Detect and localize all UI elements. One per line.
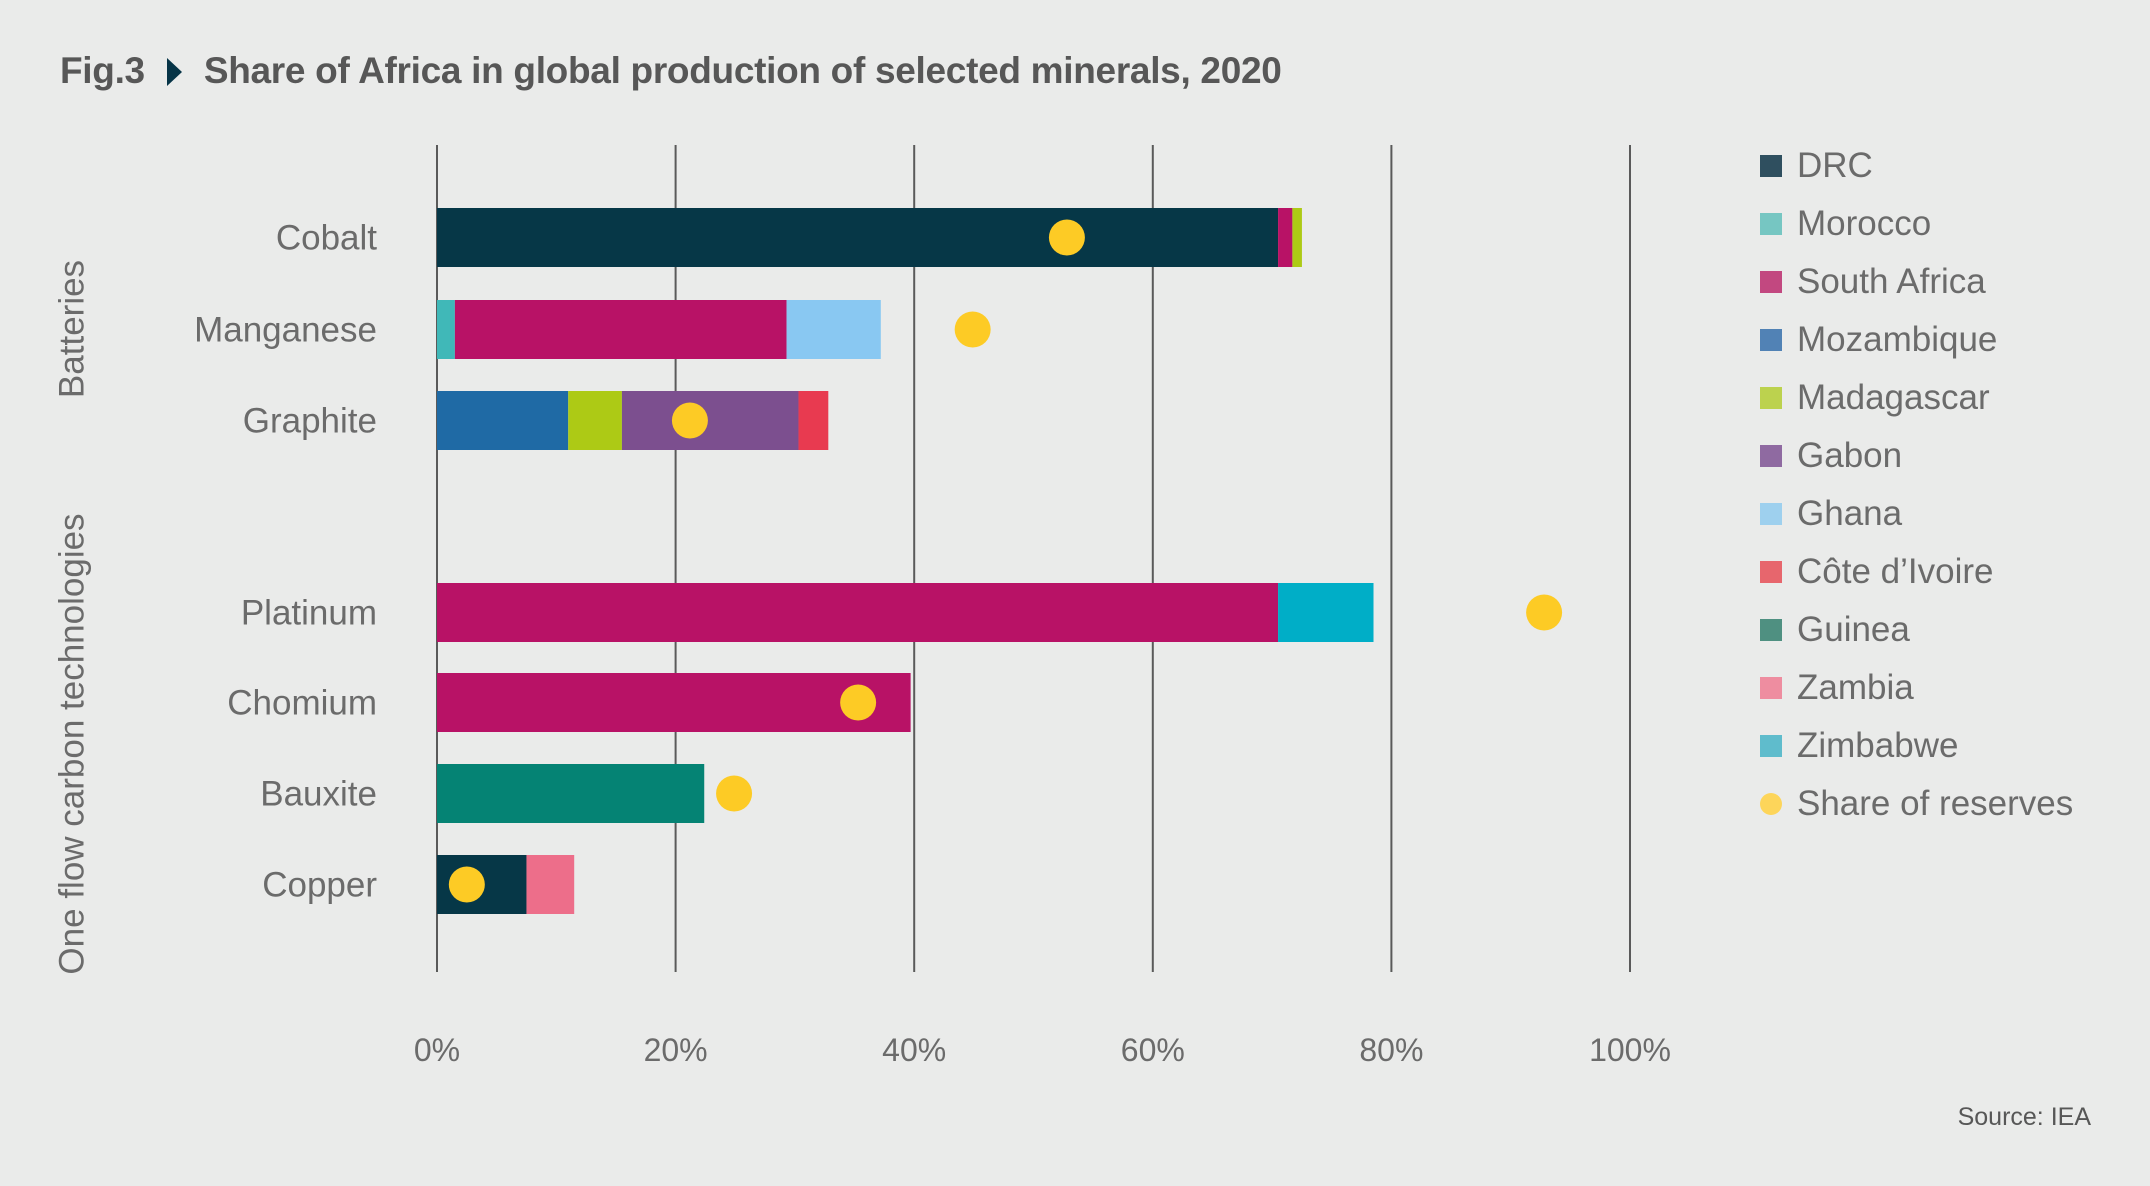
legend-label: DRC xyxy=(1797,146,1873,185)
legend-item: Zambia xyxy=(1760,659,2073,717)
bar-segment-drc xyxy=(437,208,1279,267)
legend-label: Madagascar xyxy=(1797,378,1990,417)
reserves-dot xyxy=(448,866,485,903)
bar-segment-south-africa xyxy=(437,583,1279,642)
category-label: Cobalt xyxy=(276,219,377,258)
legend-label: Ghana xyxy=(1797,494,1903,533)
legend: DRC Morocco South Africa Mozambique Madagasc… xyxy=(1760,137,2073,833)
circle-marker-icon xyxy=(1760,793,1782,815)
category-label: Manganese xyxy=(194,311,377,350)
bar-segment-zambia xyxy=(526,855,575,914)
category-label: Chomium xyxy=(227,684,377,723)
color-swatch xyxy=(1760,329,1782,351)
triangle-right-icon xyxy=(166,58,182,86)
color-swatch xyxy=(1760,445,1782,467)
legend-label: Share of reserves xyxy=(1797,784,2074,823)
color-swatch xyxy=(1760,213,1782,235)
bar-segment-south-africa xyxy=(454,300,787,359)
legend-label: Zimbabwe xyxy=(1797,726,1959,765)
legend-item: Madagascar xyxy=(1760,369,2073,427)
title-text: Share of Africa in global production of … xyxy=(203,50,1282,91)
category-label: Platinum xyxy=(241,594,377,633)
group-label: Batteries xyxy=(53,260,92,398)
legend-item: Ghana xyxy=(1760,485,2073,543)
reserves-dot xyxy=(716,775,753,812)
bar-segment-guinea xyxy=(437,764,705,823)
group-label: One flow carbon technologies xyxy=(53,513,92,974)
color-swatch xyxy=(1760,503,1782,525)
chart-title: Fig.3 Share of Africa in global producti… xyxy=(60,50,1282,92)
category-label: Copper xyxy=(262,866,377,905)
reserves-dot xyxy=(840,684,877,721)
legend-label: Morocco xyxy=(1797,204,1932,243)
bar-segment-c-te-d-ivoire xyxy=(798,391,829,450)
color-swatch xyxy=(1760,271,1782,293)
color-swatch xyxy=(1760,735,1782,757)
bar-segment-south-africa xyxy=(1278,208,1293,267)
legend-item: South Africa xyxy=(1760,253,2073,311)
legend-item: Mozambique xyxy=(1760,311,2073,369)
bar-segment-madagascar xyxy=(1292,208,1302,267)
bar-segment-zimbabwe xyxy=(1278,583,1374,642)
legend-item: Zimbabwe xyxy=(1760,717,2073,775)
reserves-dot xyxy=(1048,219,1085,256)
x-tick-label: 60% xyxy=(1121,1032,1185,1068)
category-label: Bauxite xyxy=(260,775,377,814)
color-swatch xyxy=(1760,677,1782,699)
source-note: Source: IEA xyxy=(1957,1103,2091,1131)
legend-item: Share of reserves xyxy=(1760,775,2073,833)
reserves-dot xyxy=(1526,594,1563,631)
bar-segment-gabon xyxy=(621,391,799,450)
legend-label: Gabon xyxy=(1797,436,1903,475)
reserves-dot xyxy=(671,402,708,439)
legend-label: Mozambique xyxy=(1797,320,1998,359)
legend-item: Gabon xyxy=(1760,427,2073,485)
x-tick-label: 80% xyxy=(1359,1032,1423,1068)
color-swatch xyxy=(1760,155,1782,177)
legend-item: DRC xyxy=(1760,137,2073,195)
legend-label: Côte d’Ivoire xyxy=(1797,552,1994,591)
legend-item: Guinea xyxy=(1760,601,2073,659)
reserves-dot xyxy=(954,311,991,348)
legend-item: Morocco xyxy=(1760,195,2073,253)
legend-label: Zambia xyxy=(1797,668,1914,707)
bar-segment-morocco xyxy=(437,300,455,359)
bar-segment-madagascar xyxy=(568,391,622,450)
color-swatch xyxy=(1760,561,1782,583)
figure-number: Fig.3 xyxy=(60,50,145,91)
legend-label: South Africa xyxy=(1797,262,1986,301)
x-tick-label: 100% xyxy=(1589,1032,1671,1068)
x-tick-label: 40% xyxy=(882,1032,946,1068)
bar-segment-mozambique xyxy=(437,391,569,450)
x-tick-label: 20% xyxy=(644,1032,708,1068)
bar-segment-south-africa xyxy=(437,673,911,732)
category-label: Graphite xyxy=(243,402,377,441)
color-swatch xyxy=(1760,619,1782,641)
x-tick-label: 0% xyxy=(414,1032,460,1068)
color-swatch xyxy=(1760,387,1782,409)
bar-segment-ghana xyxy=(786,300,881,359)
legend-item: Côte d’Ivoire xyxy=(1760,543,2073,601)
legend-label: Guinea xyxy=(1797,610,1910,649)
